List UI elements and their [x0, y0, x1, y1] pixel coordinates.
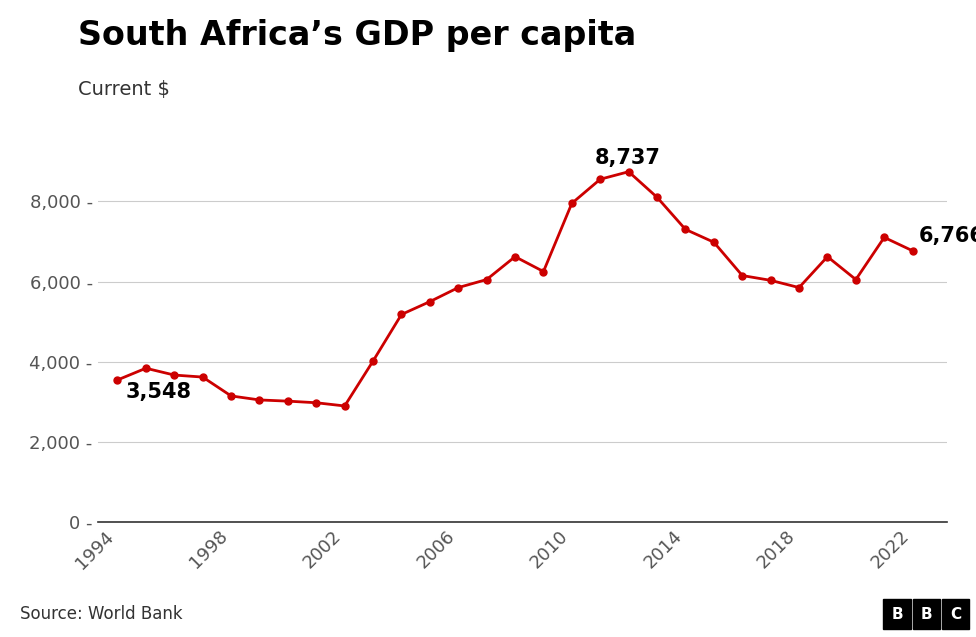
- Point: [479, 275, 495, 285]
- Point: [337, 401, 352, 411]
- Text: South Africa’s GDP per capita: South Africa’s GDP per capita: [78, 19, 636, 52]
- Point: [195, 372, 211, 382]
- Text: C: C: [950, 606, 961, 622]
- Text: 6,766: 6,766: [918, 226, 976, 246]
- Point: [763, 275, 779, 285]
- Point: [905, 246, 920, 256]
- Text: B: B: [920, 606, 932, 622]
- Point: [649, 192, 665, 203]
- Point: [422, 297, 437, 307]
- Point: [564, 198, 580, 208]
- Point: [252, 395, 267, 405]
- Text: Source: World Bank: Source: World Bank: [20, 605, 183, 623]
- Point: [876, 233, 892, 243]
- Point: [393, 310, 409, 320]
- Text: 3,548: 3,548: [126, 382, 192, 402]
- Point: [451, 282, 467, 292]
- Point: [735, 271, 751, 281]
- Point: [109, 375, 125, 385]
- Point: [792, 282, 807, 292]
- Point: [848, 275, 864, 285]
- Point: [224, 391, 239, 401]
- Point: [677, 224, 693, 234]
- Point: [592, 174, 608, 184]
- Point: [167, 370, 183, 380]
- Point: [536, 266, 551, 276]
- Text: B: B: [891, 606, 903, 622]
- Text: 8,737: 8,737: [594, 148, 661, 168]
- Point: [365, 356, 381, 366]
- Text: Current $: Current $: [78, 80, 170, 99]
- Point: [308, 397, 324, 408]
- Point: [820, 252, 835, 262]
- Point: [706, 237, 721, 247]
- Point: [138, 363, 153, 373]
- Point: [280, 396, 296, 406]
- Point: [508, 252, 523, 262]
- Point: [621, 167, 636, 177]
